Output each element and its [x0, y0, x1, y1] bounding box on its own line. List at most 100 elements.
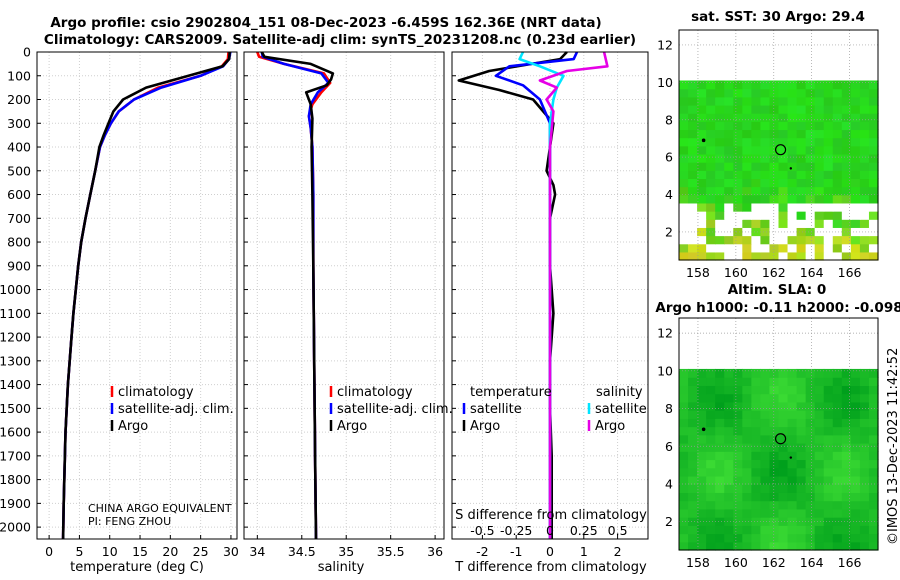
map-x-tick-label: 162 — [762, 265, 786, 280]
map-cell — [832, 137, 843, 147]
map-cell — [706, 467, 716, 477]
map-cell — [823, 443, 834, 452]
map-cell — [733, 451, 743, 461]
map-cell — [832, 96, 843, 106]
map-cell — [814, 121, 825, 131]
map-cell — [850, 451, 861, 461]
map-cell — [868, 219, 879, 228]
map-cell — [697, 211, 707, 220]
map-cell — [850, 410, 861, 419]
map-cell — [859, 541, 870, 551]
map-cell — [787, 467, 798, 477]
map-cell — [832, 500, 843, 510]
map-cell — [805, 235, 816, 245]
map-cell — [787, 80, 798, 90]
map-cell — [733, 401, 743, 411]
map-cell — [697, 517, 707, 526]
map-cell — [715, 129, 725, 139]
map-cell — [679, 251, 689, 261]
map-cell — [778, 418, 789, 428]
map-cell — [850, 121, 861, 131]
map-cell — [796, 235, 807, 245]
map-y-tick-label: 10 — [657, 75, 673, 90]
map-cell — [778, 426, 789, 436]
y-tick-label: 1800 — [0, 472, 31, 487]
map-cell — [724, 401, 734, 411]
map-cell — [787, 186, 798, 196]
map-cell — [841, 235, 852, 245]
map-cell — [679, 80, 689, 90]
map-cell — [796, 443, 807, 452]
map-cell — [832, 162, 843, 171]
map-cell — [760, 434, 771, 444]
map-cell — [832, 525, 843, 535]
map-cell — [832, 202, 843, 212]
map-x-tick-label: 158 — [686, 555, 710, 570]
salinity-series — [256, 51, 335, 540]
map-cell — [751, 492, 762, 502]
map-cell — [859, 170, 870, 180]
map-cell — [796, 80, 807, 90]
map-cell — [679, 104, 689, 114]
map-cell — [679, 129, 689, 139]
map-cell — [841, 80, 852, 90]
map-cell — [715, 418, 725, 428]
map-cell — [841, 451, 852, 461]
difference-panel: -2 -1 0 1 2 -0.5 -0.25 0 0.25 0.5 S difference f… — [451, 51, 649, 575]
map-cell — [724, 137, 734, 147]
map-cell — [760, 243, 771, 253]
map-cell — [823, 418, 834, 428]
map-cell — [742, 243, 752, 253]
series-line-climatology — [256, 51, 332, 540]
map-cell — [751, 451, 762, 461]
map-cell — [760, 170, 771, 180]
map-cell — [841, 434, 852, 444]
map-cell — [841, 219, 852, 228]
legend-label-s-satellite: satellite — [595, 402, 647, 417]
map-cell — [733, 235, 743, 245]
y-tick-label: 1900 — [0, 496, 31, 511]
map-cell — [697, 202, 707, 212]
map-cell — [787, 178, 798, 188]
map-cell — [751, 443, 762, 452]
map-cell — [688, 467, 698, 477]
map-cell — [760, 211, 771, 220]
map-cell — [742, 451, 752, 461]
map-cell — [769, 178, 780, 188]
map-cell — [823, 377, 834, 386]
map-cell — [778, 368, 789, 378]
map-cell — [760, 492, 771, 502]
map-cell — [688, 377, 698, 386]
map-cell — [697, 368, 707, 378]
map-cell — [697, 393, 707, 403]
map-cell — [778, 475, 789, 485]
map-cell — [724, 533, 734, 543]
map-cell — [805, 467, 816, 477]
map-cell — [760, 227, 771, 237]
map-cell — [868, 194, 879, 204]
map-cell — [706, 451, 716, 461]
map-cell — [841, 377, 852, 386]
map-cell — [814, 153, 825, 163]
map-cell — [742, 434, 752, 444]
map-cell — [823, 517, 834, 526]
map-cell — [706, 104, 716, 114]
map-cell — [814, 451, 825, 461]
map-cell — [751, 251, 762, 261]
map-cell — [733, 202, 743, 212]
map-cell — [724, 170, 734, 180]
map-cell — [733, 211, 743, 220]
map-cell — [769, 162, 780, 171]
map-cell — [706, 517, 716, 526]
map-cell — [742, 410, 752, 419]
map-cell — [679, 235, 689, 245]
sla-map-title-2: Argo h1000: -0.11 h2000: -0.098 — [655, 300, 900, 316]
map-cell — [850, 153, 861, 163]
map-cell — [733, 368, 743, 378]
map-cell — [850, 475, 861, 485]
map-cell — [724, 178, 734, 188]
map-cell — [787, 525, 798, 535]
map-cell — [715, 194, 725, 204]
map-cell — [823, 129, 834, 139]
map-cell — [841, 129, 852, 139]
